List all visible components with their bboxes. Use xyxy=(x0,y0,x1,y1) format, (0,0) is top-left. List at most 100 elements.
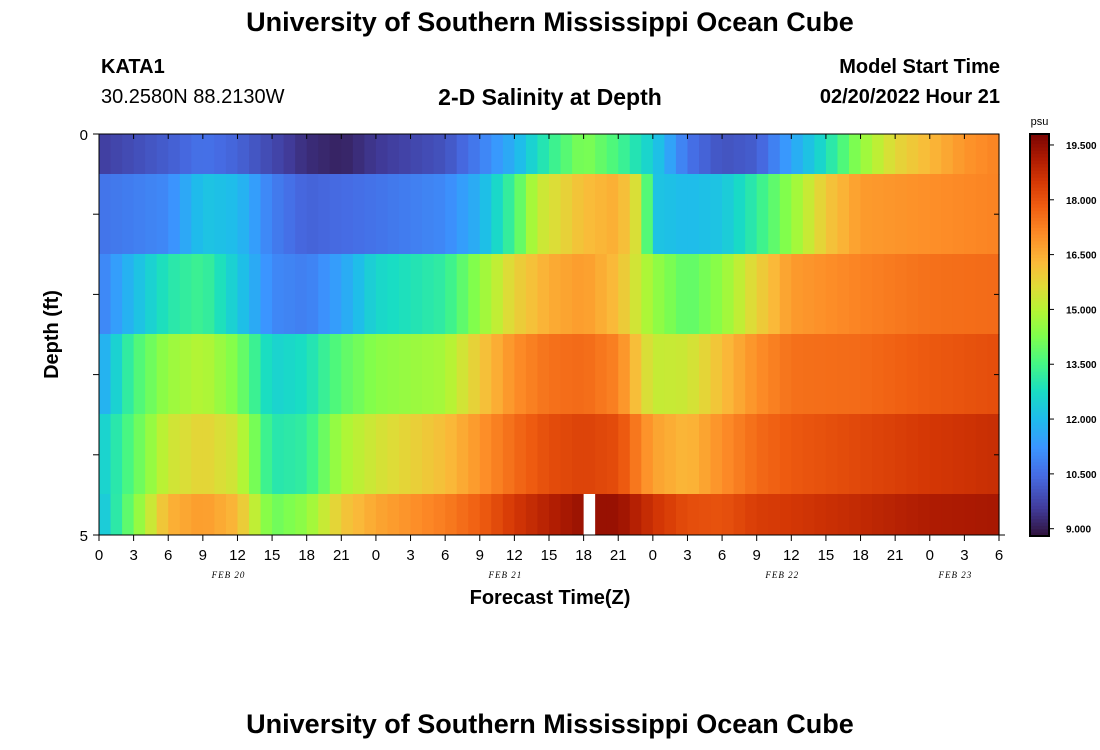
heatmap-cell xyxy=(722,134,735,175)
heatmap-cell xyxy=(595,334,608,415)
heatmap-cell xyxy=(918,334,931,415)
heatmap-cell xyxy=(964,134,977,175)
heatmap-cell xyxy=(479,334,492,415)
heatmap-cell xyxy=(237,174,250,255)
heatmap-cell xyxy=(756,414,769,495)
heatmap-cell xyxy=(479,134,492,175)
x-tick-label: 15 xyxy=(264,547,281,564)
heatmap-cell xyxy=(491,334,504,415)
heatmap-cell xyxy=(572,494,585,536)
heatmap-cell xyxy=(214,134,227,175)
heatmap-cell xyxy=(629,494,642,536)
heatmap-cell xyxy=(156,494,169,536)
heatmap-cell xyxy=(687,494,700,536)
heatmap-cell xyxy=(214,254,227,335)
heatmap-cell xyxy=(560,254,573,335)
day-label: FEB 23 xyxy=(938,570,973,580)
heatmap-cell xyxy=(99,414,112,495)
heatmap-cell xyxy=(202,414,215,495)
x-tick-label: 12 xyxy=(783,547,800,564)
heatmap-cell xyxy=(341,494,354,536)
heatmap-cell xyxy=(756,494,769,536)
heatmap-cell xyxy=(168,134,181,175)
heatmap-cell xyxy=(445,334,458,415)
heatmap-cell xyxy=(352,134,365,175)
x-tick-label: 21 xyxy=(333,547,350,564)
heatmap-cell xyxy=(606,174,619,255)
heatmap-cell xyxy=(110,134,123,175)
heatmap-cell xyxy=(341,254,354,335)
heatmap-cell xyxy=(872,134,885,175)
heatmap-cell xyxy=(249,494,262,536)
heatmap-cell xyxy=(214,494,227,536)
heatmap-cell xyxy=(756,134,769,175)
heatmap-cell xyxy=(768,134,781,175)
heatmap-cell xyxy=(572,334,585,415)
heatmap-cell xyxy=(329,494,342,536)
heatmap-cell xyxy=(791,254,804,335)
heatmap-cell xyxy=(618,494,631,536)
y-tick-label: 5 xyxy=(80,528,88,545)
y-tick-label: 0 xyxy=(80,127,88,144)
heatmap-cell xyxy=(260,254,273,335)
heatmap-cell xyxy=(502,254,515,335)
heatmap-cell xyxy=(502,494,515,536)
heatmap-cell xyxy=(525,174,539,255)
heatmap-cell xyxy=(168,254,181,335)
x-tick-label: 9 xyxy=(753,547,761,564)
heatmap-cell xyxy=(964,254,977,335)
heatmap-cell xyxy=(883,334,896,415)
heatmap-cell xyxy=(549,254,562,335)
heatmap-cell xyxy=(802,134,815,175)
heatmap-cell xyxy=(629,414,642,495)
heatmap-cell xyxy=(745,174,758,255)
heatmap-cell xyxy=(537,494,550,536)
heatmap-cell xyxy=(952,134,965,175)
x-axis-label: Forecast Time(Z) xyxy=(470,587,631,609)
heatmap-cell xyxy=(191,174,204,255)
heatmap-cell xyxy=(606,334,619,415)
heatmap-cell xyxy=(652,414,665,495)
heatmap-cell xyxy=(837,174,850,255)
heatmap-cell xyxy=(410,174,423,255)
heatmap-cell xyxy=(168,334,181,415)
heatmap-cell xyxy=(456,254,469,335)
heatmap-cell xyxy=(479,174,492,255)
heatmap-cell xyxy=(595,494,608,536)
heatmap-cell xyxy=(629,254,642,335)
heatmap-cell xyxy=(145,134,158,175)
heatmap-cell xyxy=(825,174,839,255)
heatmap-cell xyxy=(906,494,919,536)
heatmap-cell xyxy=(514,414,527,495)
heatmap-cell xyxy=(779,494,792,536)
heatmap-cell xyxy=(941,494,954,536)
heatmap-cell xyxy=(352,414,365,495)
heatmap-cell xyxy=(133,414,146,495)
heatmap-cell xyxy=(122,334,135,415)
heatmap-cell xyxy=(260,134,273,175)
heatmap-cell xyxy=(272,494,285,536)
heatmap-cell xyxy=(595,134,608,175)
heatmap-cell xyxy=(549,174,562,255)
heatmap-cell xyxy=(364,414,377,495)
heatmap-cell xyxy=(849,334,862,415)
heatmap-cell xyxy=(272,254,285,335)
heatmap-cell xyxy=(814,414,827,495)
heatmap-cell xyxy=(329,334,342,415)
x-tick-label: 6 xyxy=(441,547,449,564)
heatmap-cell xyxy=(791,494,804,536)
heatmap-cell xyxy=(699,494,712,536)
heatmap-cell xyxy=(237,494,250,536)
heatmap-cell xyxy=(722,414,735,495)
heatmap-cell xyxy=(422,414,435,495)
heatmap-cell xyxy=(433,254,446,335)
heatmap-cell xyxy=(710,174,723,255)
heatmap-cell xyxy=(179,254,192,335)
heatmap-cell xyxy=(387,334,400,415)
heatmap-cell xyxy=(964,414,977,495)
heatmap-cell xyxy=(687,254,700,335)
heatmap-cell xyxy=(191,334,204,415)
heatmap-cell xyxy=(456,174,469,255)
heatmap-cell xyxy=(652,134,665,175)
x-tick-label: 0 xyxy=(95,547,103,564)
